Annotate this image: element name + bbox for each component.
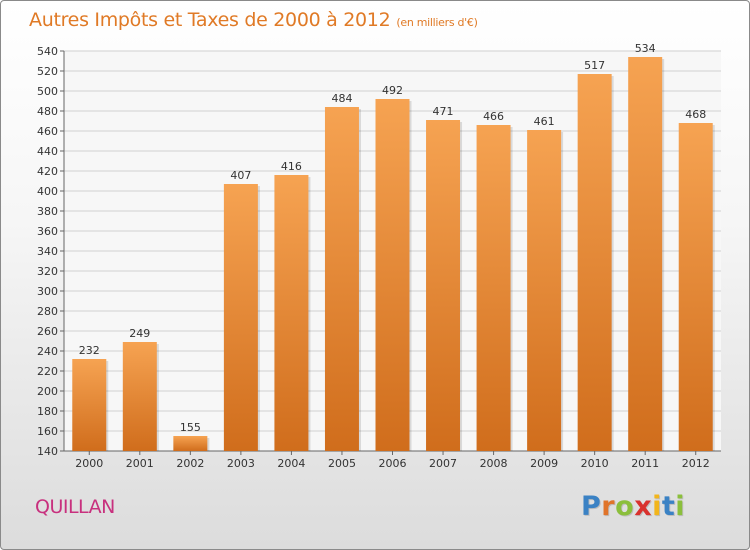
proxiti-logo: Proxiti (581, 491, 685, 522)
x-tick-label: 2009 (530, 457, 558, 470)
chart-title: Autres Impôts et Taxes de 2000 à 2012 (en… (29, 9, 478, 31)
x-tick-label: 2004 (277, 457, 305, 470)
y-tick-label: 480 (37, 105, 58, 118)
y-tick-label: 440 (37, 145, 58, 158)
bar (577, 74, 612, 451)
bar (173, 436, 208, 451)
bar (426, 120, 461, 451)
y-tick-label: 140 (37, 445, 58, 458)
y-tick-label: 500 (37, 85, 58, 98)
y-tick-label: 300 (37, 285, 58, 298)
data-label: 517 (584, 59, 605, 72)
bar (628, 57, 663, 451)
x-tick-label: 2005 (328, 457, 356, 470)
y-tick-label: 420 (37, 165, 58, 178)
chart-subtitle: (en milliers d'€) (396, 16, 478, 29)
logo-letter: o (615, 491, 635, 522)
y-tick-label: 260 (37, 325, 58, 338)
logo-letter: t (661, 491, 676, 522)
x-tick-label: 2000 (75, 457, 103, 470)
bar (527, 130, 562, 451)
x-tick-label: 2003 (227, 457, 255, 470)
data-label: 461 (534, 115, 555, 128)
y-tick-label: 200 (37, 385, 58, 398)
data-label: 466 (483, 110, 504, 123)
y-tick-label: 340 (37, 245, 58, 258)
x-tick-label: 2006 (379, 457, 407, 470)
y-tick-label: 400 (37, 185, 58, 198)
y-tick-label: 460 (37, 125, 58, 138)
data-label: 471 (433, 105, 454, 118)
data-label: 407 (230, 169, 251, 182)
chart-title-text: Autres Impôts et Taxes de 2000 à 2012 (29, 9, 391, 31)
x-tick-label: 2002 (176, 457, 204, 470)
bar (274, 175, 309, 451)
x-tick-label: 2001 (126, 457, 154, 470)
y-tick-label: 240 (37, 345, 58, 358)
data-label: 249 (129, 327, 150, 340)
y-tick-label: 220 (37, 365, 58, 378)
logo-letter: i (675, 491, 686, 522)
data-label: 416 (281, 160, 302, 173)
logo-letter: r (601, 491, 616, 522)
logo-letter: x (634, 491, 653, 522)
y-tick-label: 280 (37, 305, 58, 318)
x-tick-label: 2008 (480, 457, 508, 470)
y-tick-label: 160 (37, 425, 58, 438)
logo-letter: P (581, 491, 602, 522)
y-tick-label: 320 (37, 265, 58, 278)
y-tick-label: 380 (37, 205, 58, 218)
bar (375, 99, 410, 451)
y-tick-label: 520 (37, 65, 58, 78)
logo-letter: i (652, 491, 662, 522)
data-label: 484 (331, 92, 352, 105)
bar (72, 359, 107, 451)
data-label: 232 (79, 344, 100, 357)
x-tick-label: 2007 (429, 457, 457, 470)
y-tick-label: 540 (37, 45, 58, 58)
city-label: QUILLAN (35, 496, 115, 518)
bar (122, 342, 157, 451)
data-label: 534 (635, 42, 656, 55)
data-label: 492 (382, 84, 403, 97)
bar (476, 125, 511, 451)
data-label: 155 (180, 421, 201, 434)
y-tick-label: 180 (37, 405, 58, 418)
bar (324, 107, 359, 451)
x-tick-label: 2010 (581, 457, 609, 470)
y-tick-label: 360 (37, 225, 58, 238)
bar (223, 184, 258, 451)
x-tick-label: 2012 (682, 457, 710, 470)
x-tick-label: 2011 (631, 457, 659, 470)
bar (678, 123, 713, 451)
data-label: 468 (685, 108, 706, 121)
